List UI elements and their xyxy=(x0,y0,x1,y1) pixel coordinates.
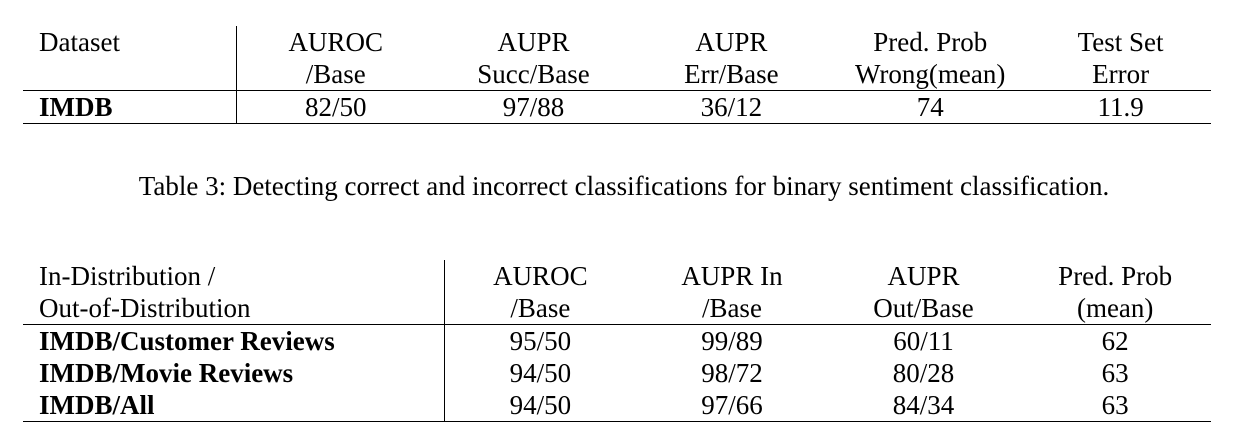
table-row: IMDB 82/50 97/88 36/12 74 11.9 xyxy=(23,90,1211,124)
header-auroc: AUROC /Base xyxy=(288,27,383,89)
table-cell: 60/11 xyxy=(827,324,1020,357)
table-cell: 97/88 xyxy=(434,90,633,124)
table-cell: 97/66 xyxy=(636,389,828,422)
header-auroc: AUROC /Base xyxy=(493,261,588,323)
table-cell: 94/50 xyxy=(444,389,637,422)
table-row: IMDB/All 94/50 97/66 84/34 63 xyxy=(23,389,1211,422)
header-distribution: In-Distribution / Out-of-Distribution xyxy=(23,260,445,325)
header-pred-prob-mean: Pred. Prob (mean) xyxy=(1058,261,1173,323)
table-header-row: In-Distribution / Out-of-Distribution AU… xyxy=(23,260,1211,325)
results-table-ood-detection: In-Distribution / Out-of-Distribution AU… xyxy=(23,260,1211,422)
table-cell: 82/50 xyxy=(236,90,435,124)
row-dataset-cell: IMDB/Customer Reviews xyxy=(23,324,445,357)
table-cell: 84/34 xyxy=(827,389,1020,422)
table-caption: Table 3: Detecting correct and incorrect… xyxy=(138,171,1110,201)
header-aupr-in: AUPR In /Base xyxy=(681,261,783,323)
table-cell: 80/28 xyxy=(892,358,955,388)
header-aupr-err: AUPR Err/Base xyxy=(684,27,779,89)
table-row: IMDB/Customer Reviews 95/50 99/89 60/11 … xyxy=(23,324,1211,357)
row-dataset-cell: IMDB/All xyxy=(23,389,445,422)
table-cell: 98/72 xyxy=(701,358,763,388)
header-pred-prob-wrong: Pred. Prob Wrong(mean) xyxy=(855,27,1006,89)
table-cell: 74 xyxy=(830,90,1031,124)
header-aupr-out: AUPR Out/Base xyxy=(873,261,974,323)
table-cell: 11.9 xyxy=(1030,90,1211,124)
row-dataset-cell: IMDB xyxy=(23,90,237,124)
results-table-misclassification: Dataset AUROC /Base AUPR Succ/Base AUPR … xyxy=(23,26,1211,124)
header-aupr-succ: AUPR Succ/Base xyxy=(477,27,590,89)
header-dataset: Dataset xyxy=(23,26,237,91)
table-cell: 62 xyxy=(1019,324,1211,357)
table-cell: 95/50 xyxy=(444,324,637,357)
row-dataset-cell: IMDB/Movie Reviews xyxy=(23,357,445,389)
table-row: IMDB/Movie Reviews 94/50 98/72 80/28 63 xyxy=(23,357,1211,389)
table-header-row: Dataset AUROC /Base AUPR Succ/Base AUPR … xyxy=(23,26,1211,91)
table-cell: 94/50 xyxy=(509,358,572,388)
table-cell: 36/12 xyxy=(632,90,831,124)
table-cell: 63 xyxy=(1019,389,1211,422)
table-cell: 63 xyxy=(1101,358,1129,388)
table-cell: 99/89 xyxy=(636,324,828,357)
header-test-set-error: Test Set Error xyxy=(1077,27,1164,89)
